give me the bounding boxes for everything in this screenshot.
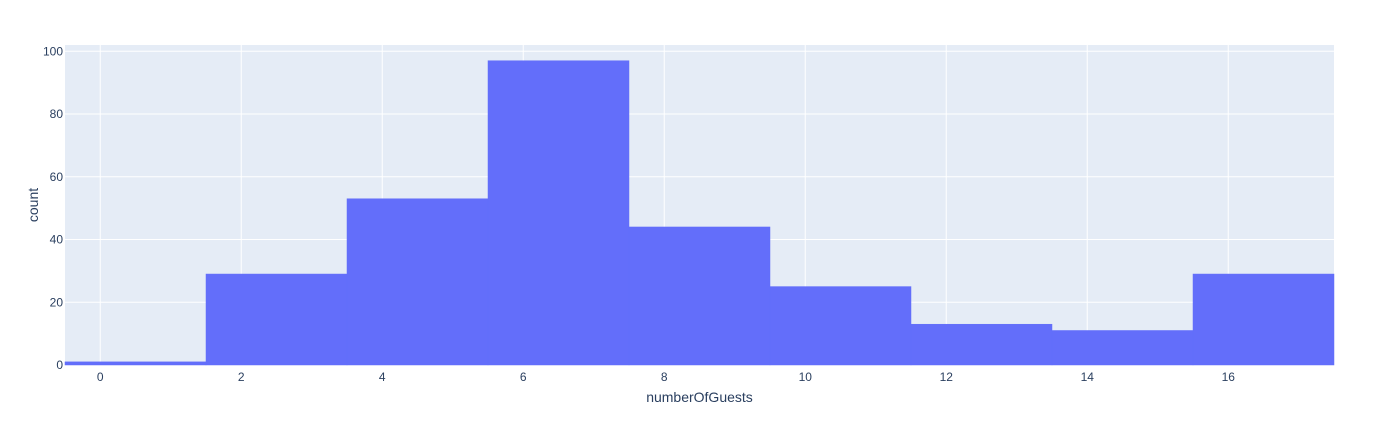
- x-tick-label: 12: [940, 370, 954, 384]
- y-tick-label: 60: [50, 170, 64, 184]
- x-tick-labels: 0 2 4 6 8 10 12 14 16: [97, 370, 1235, 384]
- y-tick-label: 20: [50, 295, 64, 309]
- y-axis-title: count: [25, 188, 41, 222]
- histogram-bar: [205, 273, 348, 366]
- y-tick-label: 0: [56, 358, 63, 372]
- x-tick-label: 2: [238, 370, 245, 384]
- x-tick-label: 14: [1081, 370, 1095, 384]
- histogram-bar: [910, 323, 1053, 366]
- x-tick-label: 10: [799, 370, 813, 384]
- y-tick-labels: 0 20 40 60 80 100: [43, 44, 63, 372]
- histogram-bar: [628, 226, 771, 366]
- x-tick-label: 16: [1222, 370, 1236, 384]
- x-tick-label: 8: [661, 370, 668, 384]
- y-tick-label: 80: [50, 107, 64, 121]
- x-axis-title: numberOfGuests: [646, 389, 753, 405]
- histogram-bar: [487, 60, 630, 366]
- histogram-bar: [1192, 273, 1335, 366]
- histogram-bar: [769, 286, 912, 366]
- histogram-bar: [1051, 330, 1194, 366]
- histogram-bar: [64, 361, 207, 366]
- x-tick-label: 4: [379, 370, 386, 384]
- histogram-bars: [64, 60, 1335, 366]
- x-tick-label: 6: [520, 370, 527, 384]
- x-tick-label: 0: [97, 370, 104, 384]
- histogram-bar: [346, 198, 489, 366]
- y-tick-label: 40: [50, 233, 64, 247]
- y-tick-label: 100: [43, 44, 63, 58]
